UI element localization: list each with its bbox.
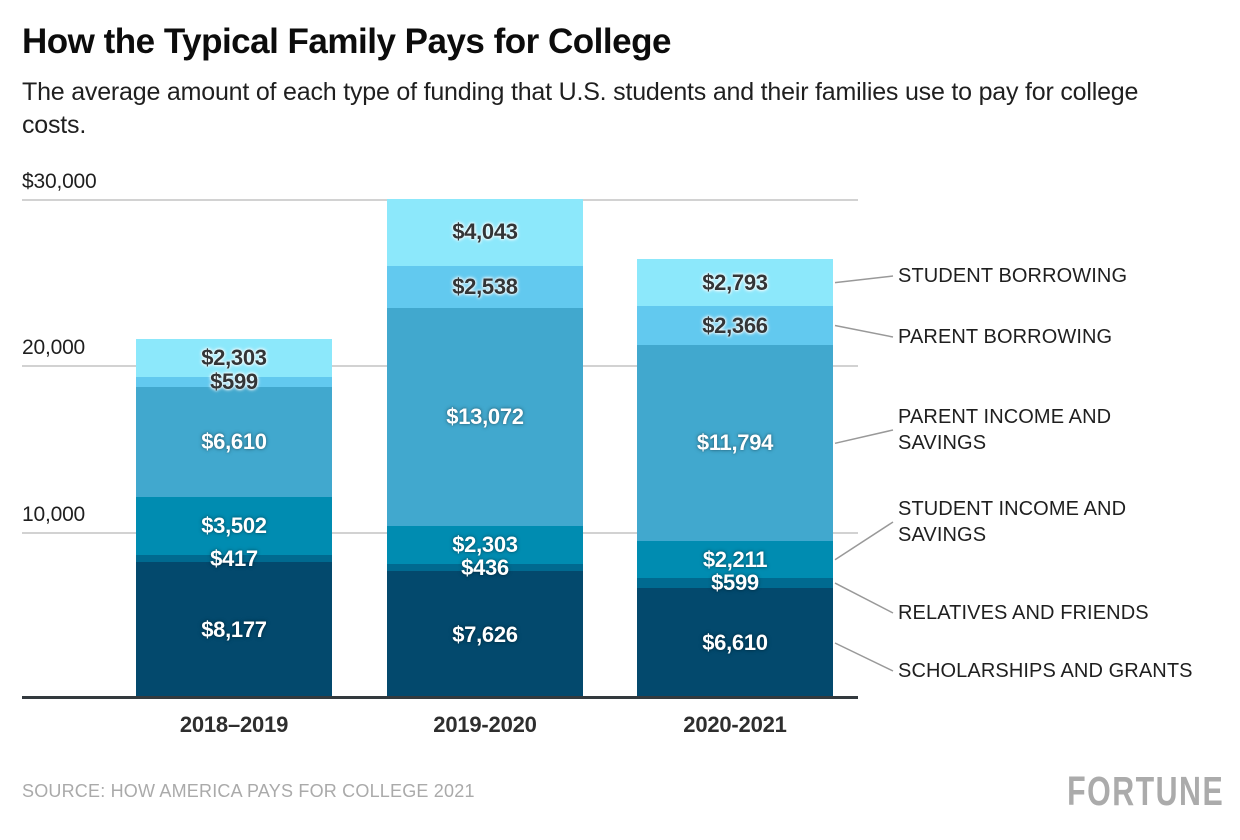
connector-line	[834, 275, 894, 284]
chart-subtitle: The average amount of each type of fundi…	[22, 78, 1139, 139]
segment-value-label: $13,072	[446, 403, 524, 429]
segment-value-label: $2,366	[702, 312, 768, 338]
segment-value-label: $8,177	[201, 616, 267, 642]
segment-value-label: $6,610	[702, 629, 768, 655]
y-tick-label: 10,000	[22, 502, 86, 526]
segment-value-label: $2,538	[452, 274, 518, 300]
segment-value-label: $3,502	[201, 512, 267, 538]
bar-2018-2019: $2,303 $599 $6,610 $3,502 $417 $8,177	[136, 338, 332, 698]
legend-relatives-and-friends: RELATIVES AND FRIENDS	[898, 602, 1149, 624]
segment-parent-income-and-savings: $11,794	[637, 345, 833, 542]
segment-parent-borrowing: $2,366	[637, 305, 833, 346]
connector-line	[834, 582, 894, 614]
segment-parent-income-and-savings: $6,610	[136, 386, 332, 497]
connector-line	[834, 324, 894, 338]
connector-line	[834, 642, 894, 672]
legend-student-borrowing: STUDENT BORROWING	[898, 265, 1128, 287]
legend-parent-income-and-savings: PARENT INCOME AND SAVINGS	[898, 406, 1112, 454]
segment-value-label: $4,043	[452, 219, 518, 245]
segment-parent-income-and-savings: $13,072	[387, 308, 583, 526]
x-axis-label: 2020-2021	[683, 712, 787, 737]
source-note: SOURCE: HOW AMERICA PAYS FOR COLLEGE 202…	[22, 781, 475, 801]
legend-scholarships-and-grants: SCHOLARSHIPS AND GRANTS	[898, 660, 1193, 682]
segment-scholarships-and-grants: $8,177	[136, 562, 332, 698]
legend-student-income-and-savings: STUDENT INCOME AND SAVINGS	[898, 498, 1127, 546]
y-tick-label: 20,000	[22, 336, 86, 360]
legend-parent-borrowing: PARENT BORROWING	[898, 326, 1113, 348]
segment-value-label: $2,793	[702, 269, 768, 295]
segment-value-label: $2,211	[702, 546, 768, 572]
x-axis-label: 2019-2020	[433, 712, 537, 737]
segment-student-income-and-savings: $2,303	[387, 525, 583, 564]
fortune-logo: FORTUNE	[1067, 768, 1224, 814]
segment-student-income-and-savings: $2,211	[637, 541, 833, 579]
segment-student-borrowing: $2,303	[136, 338, 332, 377]
x-axis-line	[22, 696, 858, 699]
page-title: How the Typical Family Pays for College	[22, 22, 671, 61]
segment-value-label: $417	[210, 545, 258, 571]
segment-value-label: $7,626	[452, 621, 518, 647]
bar-2020-2021: $2,793 $2,366 $11,794 $2,211 $599 $6,610	[637, 259, 833, 698]
segment-value-label: $2,303	[452, 531, 518, 557]
segment-student-borrowing: $4,043	[387, 198, 583, 267]
segment-value-label: $2,303	[201, 344, 267, 370]
connector-line	[834, 521, 894, 561]
segment-value-label: $599	[210, 368, 258, 394]
segment-value-label: $11,794	[696, 430, 774, 456]
segment-relatives-and-friends: $436	[387, 556, 583, 578]
segment-value-label: $6,610	[201, 428, 267, 454]
segment-relatives-and-friends: $599	[637, 572, 833, 594]
y-tick-label: $30,000	[22, 170, 97, 194]
segment-student-borrowing: $2,793	[637, 259, 833, 306]
segment-student-income-and-savings: $3,502	[136, 496, 332, 556]
segment-scholarships-and-grants: $6,610	[637, 588, 833, 698]
segment-scholarships-and-grants: $7,626	[387, 571, 583, 698]
segment-parent-borrowing: $2,538	[387, 266, 583, 309]
connector-line	[834, 429, 894, 445]
segment-value-label: $599	[711, 570, 759, 596]
bar-2019-2020: $4,043 $2,538 $13,072 $2,303 $436 $7,626	[387, 198, 583, 698]
segment-parent-borrowing: $599	[136, 370, 332, 392]
segment-relatives-and-friends: $417	[136, 547, 332, 569]
segment-value-label: $436	[461, 554, 509, 580]
x-axis-label: 2018–2019	[179, 712, 289, 737]
